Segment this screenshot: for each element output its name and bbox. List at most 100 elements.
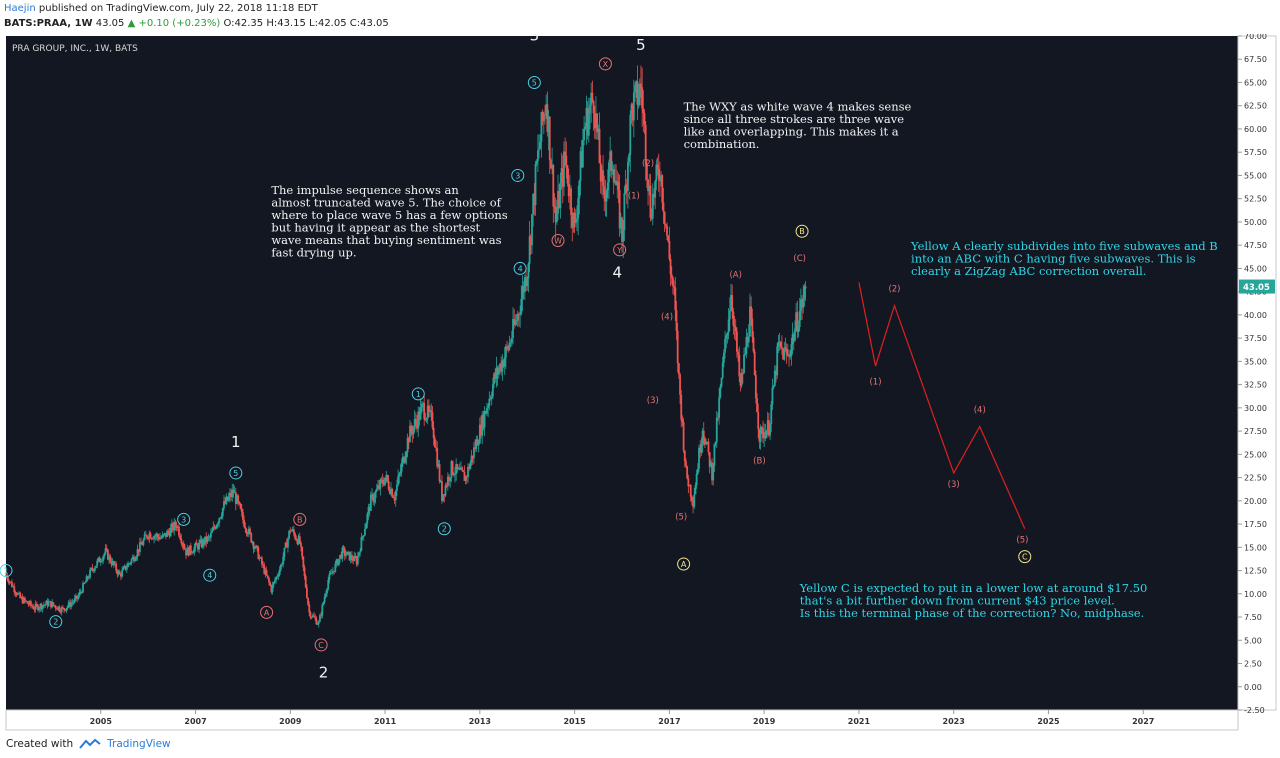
wave-label: 1 [416,390,421,399]
candle-body [689,485,692,497]
candle-body [157,536,160,540]
candle-body [628,154,631,163]
candle-body [95,565,97,569]
candle-body [405,452,408,459]
wave-degree-label: 1 [231,433,241,451]
wave-label-circle [177,512,191,526]
candle-body [753,351,756,376]
candle-body [329,572,332,575]
candle-body [220,515,223,518]
wave-degree-label: 2 [319,663,329,681]
candle-body [534,163,537,205]
candle-body [41,605,44,610]
candle-body [345,554,347,556]
candle-body [624,184,627,194]
candle-body [731,295,734,312]
candle-body [183,547,186,550]
candle-body [754,375,757,399]
candle-body [179,535,182,539]
candles [5,65,807,628]
candle-body [181,543,184,545]
candle-body [300,542,302,547]
candle-body [165,532,167,537]
candle-body [643,113,646,125]
candle-body [371,494,373,496]
candle-body [431,411,434,428]
wave-label: B [297,515,303,524]
candle-body [734,327,737,332]
x-tick-label: 2015 [563,717,586,726]
y-tick-label: 40.00 [1244,311,1267,320]
candle-body [406,437,409,453]
candle-body [456,464,459,470]
price-chart[interactable]: -2.50 0.00 2.50 5.00 7.50 10.00 12.50 15.00 17.5… [0,34,1280,734]
candle-body [326,588,328,594]
candle-body [359,550,362,553]
candle-body [784,347,787,350]
candle-body [51,602,54,608]
annotation-text: into an ABC with C having five subwaves.… [911,251,1196,265]
candle-body [104,548,107,554]
candle-body [782,348,785,360]
candle-body [247,528,250,535]
candle-body [570,188,572,216]
candle-body [369,494,372,511]
candle-body [204,536,206,545]
candle-body [232,489,235,493]
candle-body [423,403,426,419]
candle-body [136,549,139,557]
candle-body [188,545,191,556]
wave-label: (2) [642,159,654,169]
candle-body [77,595,80,599]
candle-body [444,485,447,496]
candle-body [172,523,174,531]
candle-body [221,508,224,516]
candle-body [54,605,57,609]
candle-body [201,539,204,547]
author-link[interactable]: Haejin [4,3,36,14]
candle-body [333,570,336,572]
candle-body [802,298,805,308]
y-tick-label: 2.50 [1244,660,1262,669]
candle-body [125,567,128,570]
symbol-bar: BATS:PRAA, 1W 43.05 ▲ +0.10 (+0.23%) O:4… [4,18,389,29]
candle-body [43,604,45,606]
candle-body [551,164,554,169]
candle-body [233,492,236,494]
candle-body [540,112,543,142]
x-tick-label: 2027 [1132,717,1154,726]
candle-body [84,581,87,584]
candle-body [290,530,293,532]
candle-body [133,556,135,562]
candle-body [706,441,709,443]
candle-body [354,555,357,559]
candle-body [781,346,783,349]
candle-body [243,519,246,527]
candle-body [80,591,83,593]
tradingview-brand[interactable]: TradingView [107,738,171,750]
candle-body [462,470,465,472]
candle-body [324,593,327,597]
candle-body [428,405,430,412]
candle-body [83,583,86,585]
candle-body [155,534,158,537]
candle-body [459,467,462,470]
candle-body [278,569,281,575]
candle-body [609,151,612,163]
candle-body [621,217,623,242]
candle-body [58,606,61,611]
candle-body [195,542,198,545]
candle-body [619,217,622,229]
candle-body [281,564,283,566]
candle-body [347,551,350,553]
candle-body [632,92,635,121]
candle-body [508,342,511,350]
candle-body [334,563,337,572]
candle-body [725,335,728,340]
candle-body [441,481,443,501]
candle-body [263,565,266,574]
candle-body [592,101,595,114]
wave-label: 4 [518,264,523,273]
candle-body [409,425,411,443]
candle-body [351,554,353,560]
